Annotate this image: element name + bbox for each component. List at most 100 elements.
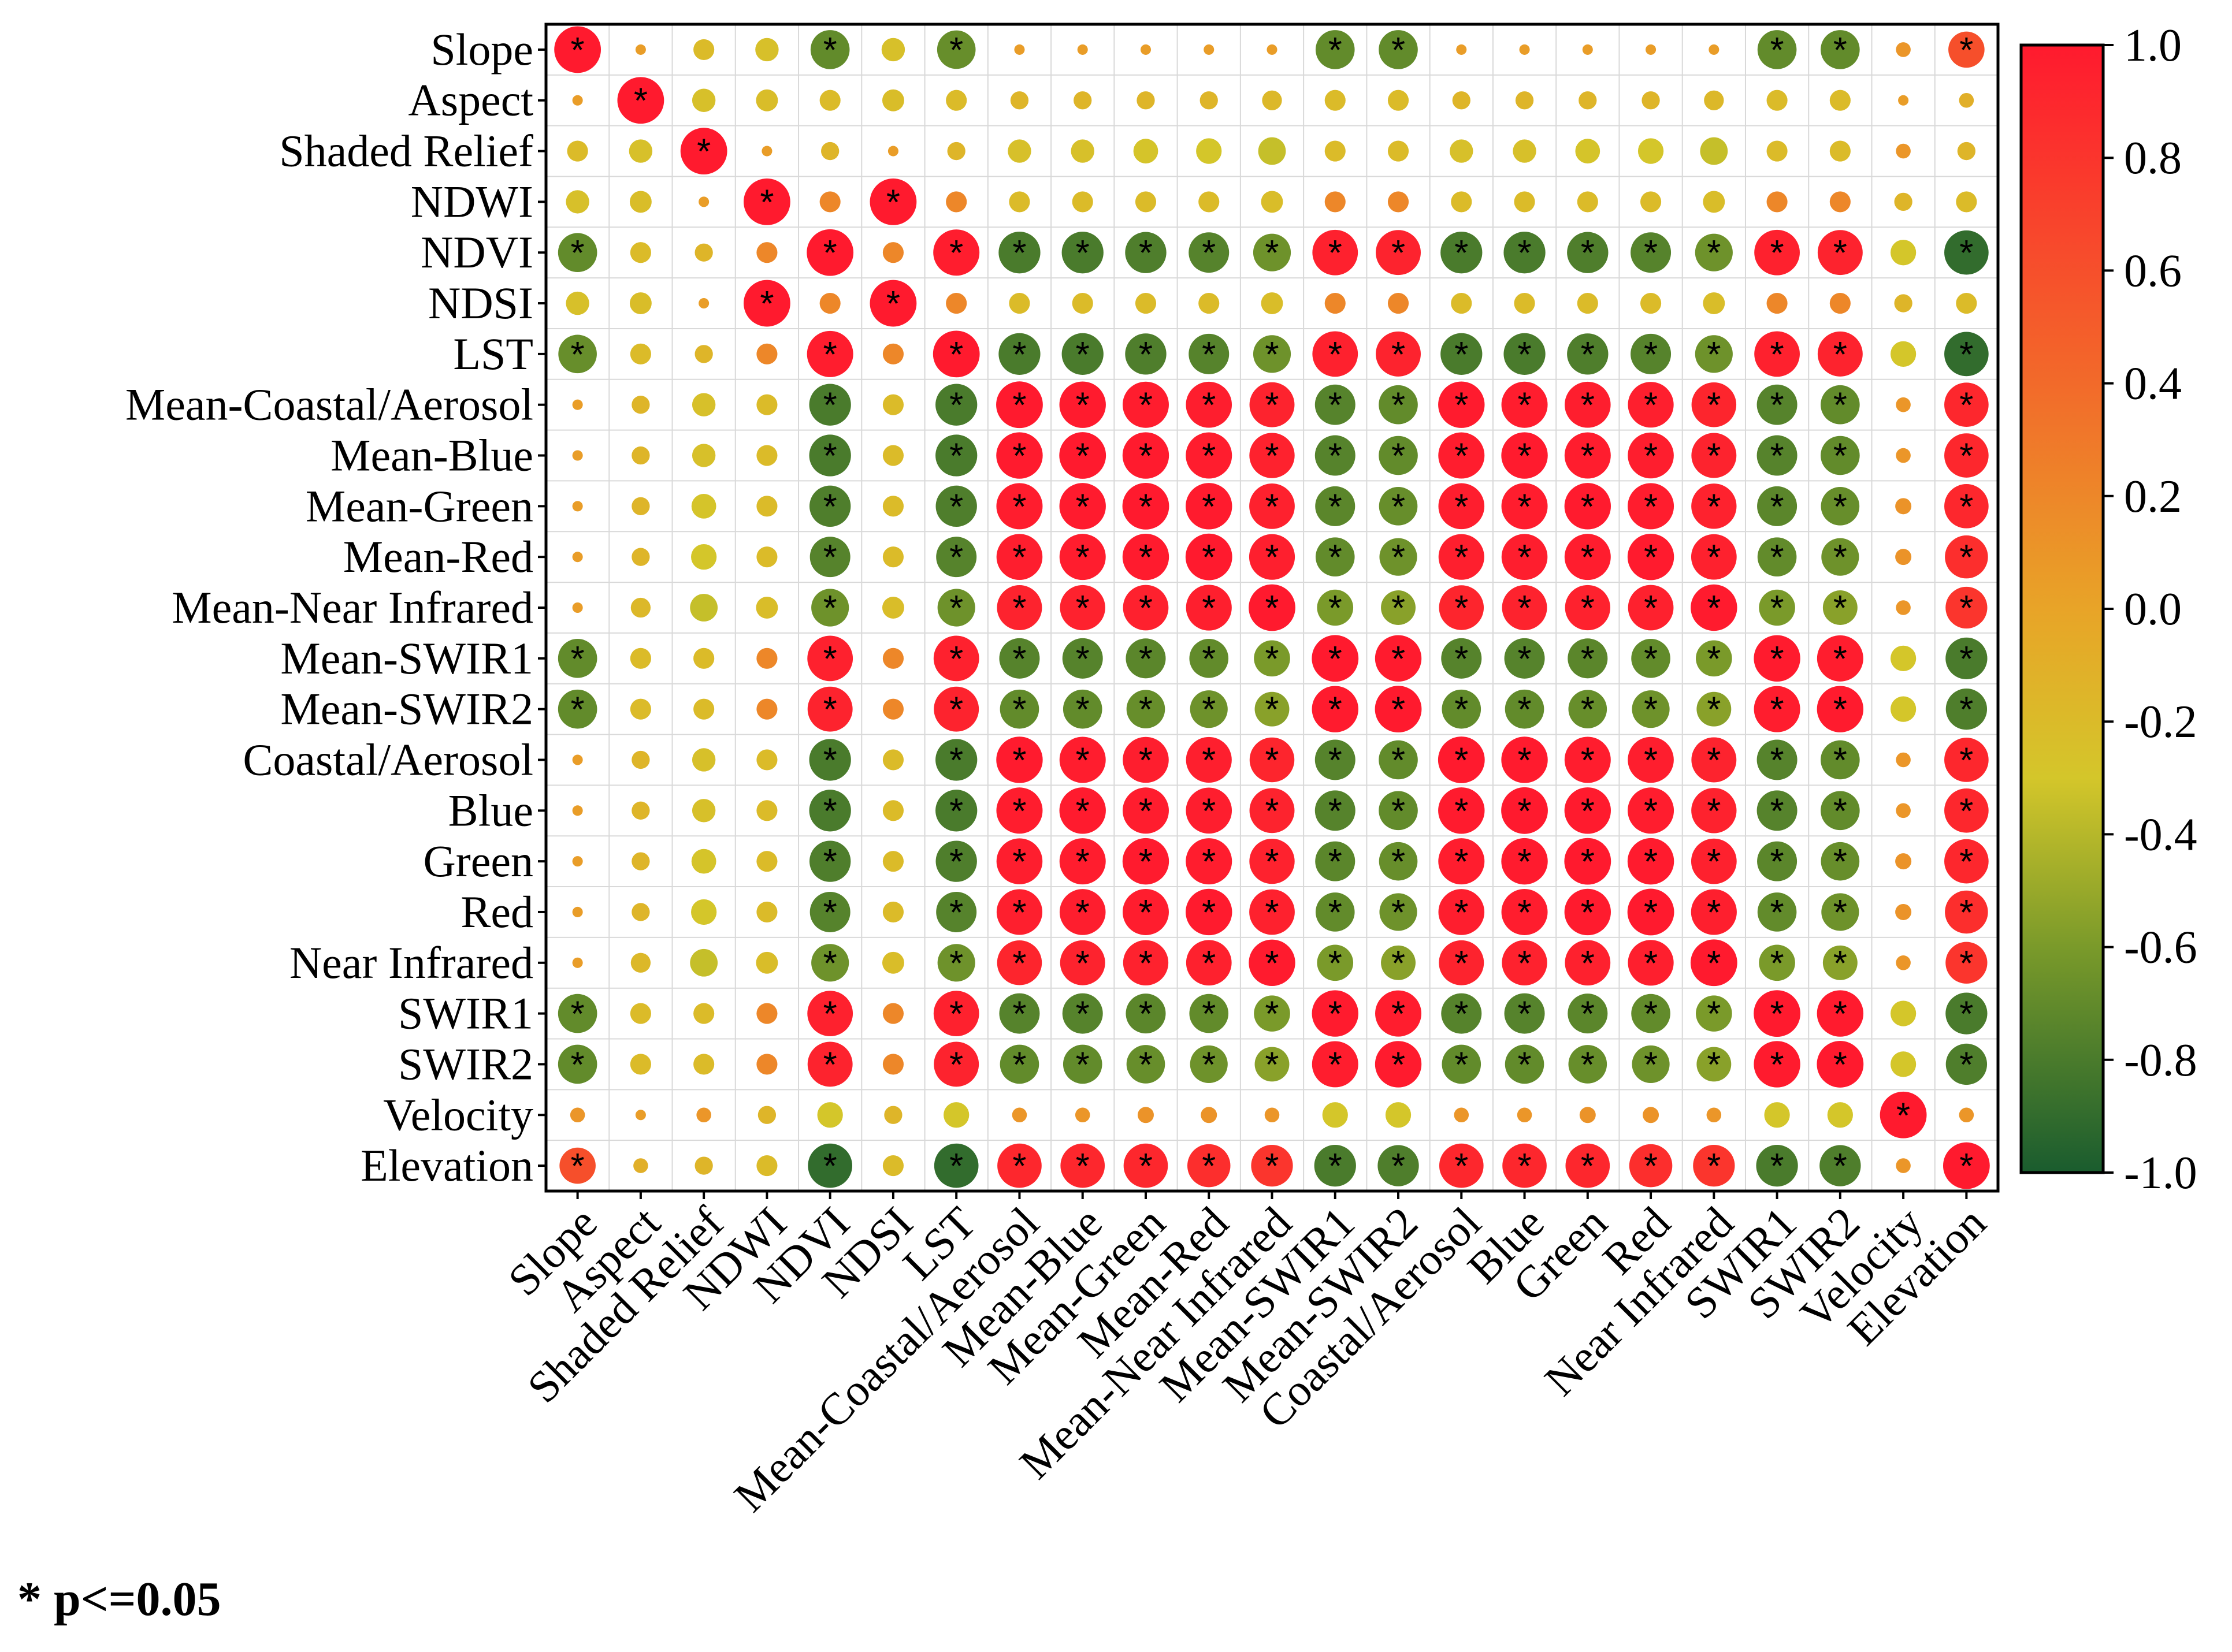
corr-cell-6-19 [1754, 331, 1800, 377]
significance-marker: * [1202, 995, 1216, 1035]
significance-marker: * [1139, 437, 1153, 477]
corr-cell-10-14 [1438, 534, 1484, 580]
corr-cell-20-18 [1696, 1047, 1732, 1082]
significance-marker: * [823, 233, 837, 273]
corr-cell-20-7 [1000, 1044, 1039, 1084]
significance-marker: * [1581, 1045, 1595, 1085]
corr-cell-2-1 [629, 139, 653, 163]
corr-cell-16-7 [996, 838, 1043, 884]
corr-cell-19-16 [1568, 994, 1608, 1034]
corr-cell-7-15 [1501, 381, 1548, 428]
corr-cell-16-14 [1438, 838, 1485, 885]
significance-marker: * [1391, 690, 1405, 730]
significance-marker: * [1896, 1096, 1910, 1136]
significance-marker: * [1581, 386, 1595, 426]
significance-marker: * [949, 639, 963, 679]
corr-cell-17-11 [1249, 889, 1295, 935]
corr-cell-3-20 [1829, 191, 1851, 213]
corr-cell-10-20 [1821, 538, 1859, 576]
significance-marker: * [1833, 589, 1847, 628]
significance-marker: * [1707, 995, 1721, 1035]
corr-cell-9-5 [882, 496, 904, 517]
significance-marker: * [1139, 335, 1153, 375]
corr-cell-12-9 [1126, 638, 1166, 679]
corr-cell-1-1 [617, 77, 664, 124]
corr-cell-12-10 [1189, 639, 1229, 678]
corr-cell-8-22 [1944, 433, 1989, 478]
corr-cell-10-12 [1315, 537, 1355, 576]
significance-marker: * [1833, 690, 1847, 730]
significance-marker: * [1770, 233, 1784, 273]
significance-marker: * [697, 132, 711, 172]
corr-cell-11-6 [937, 589, 975, 627]
significance-marker: * [1581, 639, 1595, 679]
corr-cell-21-17 [1643, 1107, 1659, 1123]
corr-cell-12-2 [693, 648, 715, 669]
corr-cell-14-14 [1438, 736, 1485, 783]
corr-cell-22-21 [1896, 1158, 1911, 1173]
corr-cell-14-22 [1944, 738, 1989, 782]
significance-marker: * [886, 284, 900, 324]
significance-marker: * [1202, 1147, 1216, 1186]
corr-cell-4-12 [1312, 229, 1358, 276]
corr-cell-10-5 [882, 546, 904, 568]
corr-cell-15-14 [1438, 787, 1485, 834]
corr-cell-6-18 [1695, 335, 1733, 373]
corr-cell-2-11 [1258, 137, 1286, 165]
corr-cell-6-3 [756, 343, 778, 364]
significance-marker: * [1328, 690, 1342, 730]
significance-marker: * [1076, 639, 1090, 679]
significance-marker: * [1012, 1045, 1026, 1085]
corr-cell-13-7 [1000, 689, 1039, 729]
corr-cell-12-12 [1312, 635, 1359, 682]
corr-cell-3-15 [1514, 191, 1535, 213]
corr-cell-19-14 [1441, 993, 1482, 1034]
significance-marker: * [1076, 893, 1090, 933]
colorbar-tick-label: 0.2 [2124, 471, 2182, 522]
corr-cell-16-18 [1691, 838, 1737, 884]
corr-cell-12-7 [999, 638, 1040, 679]
corr-cell-15-8 [1059, 787, 1106, 834]
significance-marker: * [1328, 1045, 1342, 1085]
significance-marker: * [1265, 335, 1279, 375]
corr-cell-16-5 [882, 851, 904, 872]
row-label: Mean-Coastal/Aerosol [125, 379, 533, 430]
significance-marker: * [1454, 1147, 1468, 1186]
corr-cell-22-15 [1502, 1143, 1547, 1188]
significance-marker: * [1076, 233, 1090, 273]
corr-cell-12-14 [1441, 638, 1482, 679]
significance-marker: * [1517, 741, 1531, 780]
corr-cell-21-15 [1517, 1107, 1532, 1123]
significance-marker: * [1012, 741, 1026, 780]
corr-cell-18-15 [1502, 940, 1547, 985]
corr-cell-17-2 [691, 899, 717, 925]
significance-marker: * [1265, 893, 1279, 933]
corr-cell-13-9 [1126, 690, 1165, 728]
corr-cell-6-9 [1125, 333, 1167, 375]
corr-cell-1-10 [1199, 91, 1218, 110]
significance-marker: * [1012, 944, 1026, 984]
significance-marker: * [1265, 995, 1279, 1035]
significance-marker: * [1707, 741, 1721, 780]
row-label: LST [453, 329, 533, 379]
significance-marker: * [571, 335, 585, 375]
corr-cell-15-15 [1501, 787, 1548, 834]
significance-marker: * [1959, 944, 1973, 984]
corr-cell-3-12 [1324, 191, 1346, 213]
row-label: Mean-Near Infrared [172, 582, 533, 632]
corr-cell-12-6 [933, 635, 979, 682]
corr-cell-0-16 [1582, 44, 1593, 55]
corr-cell-18-21 [1896, 955, 1911, 970]
corr-cell-1-2 [692, 88, 716, 112]
corr-cell-7-5 [882, 394, 904, 415]
significance-marker: * [1644, 1045, 1658, 1085]
significance-marker: * [571, 1147, 585, 1186]
corr-cell-7-0 [572, 399, 583, 410]
corr-cell-3-13 [1387, 191, 1409, 213]
corr-cell-5-2 [699, 298, 710, 309]
significance-marker: * [949, 741, 963, 780]
corr-cell-13-17 [1632, 690, 1670, 728]
significance-marker: * [1707, 1045, 1721, 1085]
corr-cell-0-2 [693, 39, 715, 60]
significance-marker: * [1959, 1045, 1973, 1085]
